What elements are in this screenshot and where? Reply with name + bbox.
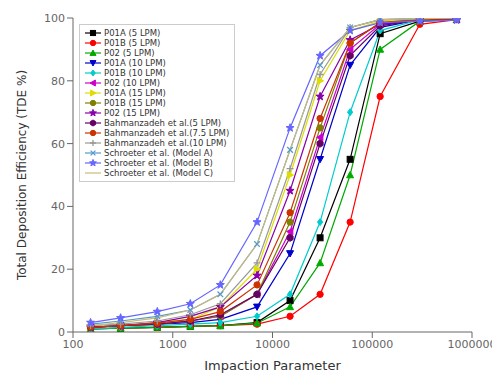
svg-text:1000000: 1000000 [448, 338, 493, 351]
svg-text:40: 40 [51, 200, 65, 213]
svg-text:100000: 100000 [351, 338, 393, 351]
html-text:Bahmanzadeh et al.(10 LPM): Bahmanzadeh et al.(10 LPM) [104, 138, 227, 148]
html-text:P01B (10 LPM): P01B (10 LPM) [104, 68, 166, 78]
svg-text:100: 100 [63, 338, 84, 351]
html-text:Bahmanzadeh et al.(7.5 LPM): Bahmanzadeh et al.(7.5 LPM) [104, 128, 230, 138]
html-text:Schroeter et al. (Model B): Schroeter et al. (Model B) [104, 158, 213, 168]
html-text:P02 (5 LPM): P02 (5 LPM) [104, 48, 155, 58]
svg-text:60: 60 [51, 138, 65, 151]
svg-text:80: 80 [51, 75, 65, 88]
html-text:P01B (15 LPM): P01B (15 LPM) [104, 98, 166, 108]
html-text:P01A (15 LPM): P01A (15 LPM) [104, 88, 166, 98]
html-text:Schroeter et al. (Model A): Schroeter et al. (Model A) [104, 148, 213, 158]
html-text:P01A (10 LPM): P01A (10 LPM) [104, 58, 166, 68]
svg-text:Total Deposition Efficiency (T: Total Deposition Efficiency (TDE %) [15, 70, 29, 281]
html-text:Bahmanzadeh et al.(5 LPM): Bahmanzadeh et al.(5 LPM) [104, 118, 222, 128]
svg-text:100: 100 [44, 12, 65, 25]
html-text:P01A (5 LPM): P01A (5 LPM) [104, 28, 161, 38]
html-text:Schroeter et al. (Model C): Schroeter et al. (Model C) [104, 168, 213, 178]
html-text:P02 (10 LPM): P02 (10 LPM) [104, 78, 160, 88]
html-text:P01B (5 LPM): P01B (5 LPM) [104, 38, 161, 48]
svg-text:Impaction Parameter: Impaction Parameter [204, 358, 341, 373]
svg-text:10000: 10000 [255, 338, 290, 351]
svg-text:1000: 1000 [159, 338, 187, 351]
svg-text:20: 20 [51, 263, 65, 276]
html-text:P02 (15 LPM): P02 (15 LPM) [104, 108, 160, 118]
svg-text:0: 0 [58, 326, 65, 339]
